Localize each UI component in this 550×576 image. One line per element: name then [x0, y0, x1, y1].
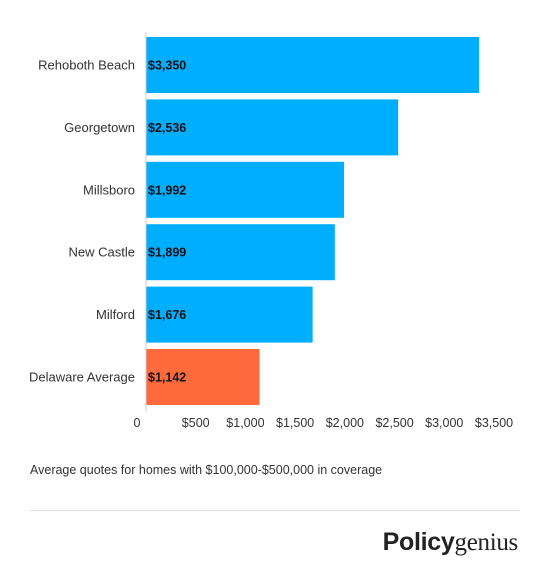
- divider: [30, 510, 520, 511]
- category-label-millsboro: Millsboro: [83, 182, 135, 197]
- x-tick-label-500: $500: [182, 416, 210, 430]
- bar-chart: Rehoboth Beach $3,350 Georgetown $2,536 Mill…: [29, 32, 514, 430]
- category-label-new-castle: New Castle: [69, 245, 135, 260]
- category-label-georgetown: Georgetown: [64, 120, 135, 135]
- x-ticks-group: 0 $500 $1,000 $1,500 $2,000 $2,500 $3,000 $3,50…: [134, 416, 514, 430]
- bar-milford: [146, 286, 313, 343]
- bars-group: Rehoboth Beach $3,350 Georgetown $2,536 Mill…: [29, 37, 480, 405]
- value-label-georgetown: $2,536: [148, 121, 186, 135]
- value-label-millsboro: $1,992: [148, 183, 186, 197]
- category-label-rehoboth-beach: Rehoboth Beach: [38, 58, 135, 73]
- value-label-delaware-average: $1,142: [148, 371, 186, 385]
- value-label-rehoboth-beach: $3,350: [148, 59, 186, 73]
- brand-logo: Policygenius: [382, 528, 519, 557]
- bar-georgetown: [146, 99, 399, 156]
- value-label-milford: $1,676: [148, 308, 186, 322]
- value-label-new-castle: $1,899: [148, 246, 186, 260]
- chart-footnote: Average quotes for homes with $100,000-$…: [30, 463, 383, 477]
- x-tick-label-2000: $2,000: [326, 416, 364, 430]
- x-tick-label-1000: $1,000: [226, 416, 264, 430]
- brand-part-2: genius: [454, 529, 519, 556]
- x-tick-label-3500: $3,500: [475, 416, 513, 430]
- bar-rehoboth-beach: [146, 37, 480, 93]
- x-tick-label-2500: $2,500: [375, 416, 413, 430]
- brand-part-1: Policy: [382, 528, 455, 556]
- category-label-milford: Milford: [96, 307, 135, 322]
- x-tick-label-0: 0: [134, 416, 141, 430]
- x-tick-label-1500: $1,500: [276, 416, 314, 430]
- bar-delaware-average: [146, 349, 260, 405]
- category-label-delaware-average: Delaware Average: [29, 370, 135, 385]
- x-tick-label-3000: $3,000: [425, 416, 463, 430]
- bar-millsboro: [146, 161, 345, 218]
- bar-new-castle: [146, 224, 335, 281]
